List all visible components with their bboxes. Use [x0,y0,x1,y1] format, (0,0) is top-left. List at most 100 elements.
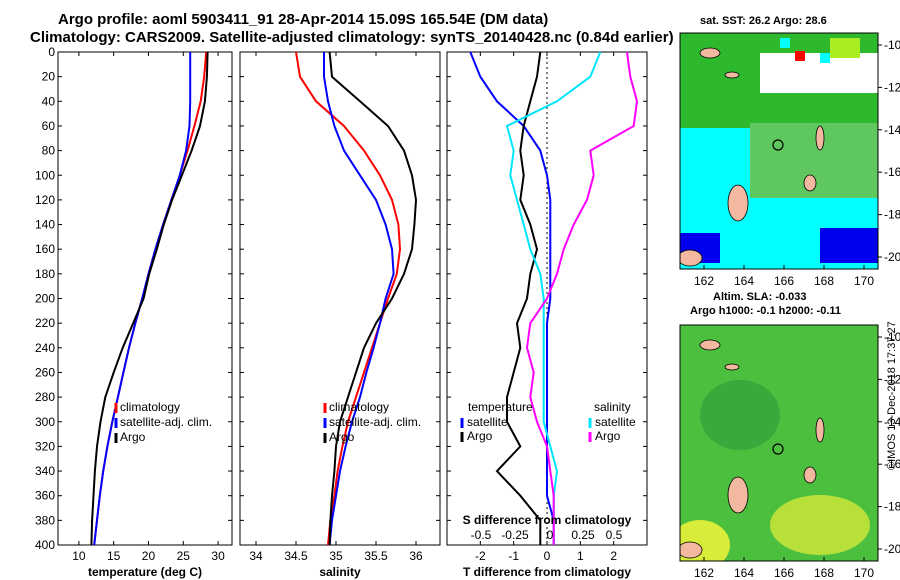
sst-missing-patch [760,53,878,93]
sla-map-caption-2: Argo h1000: -0.1 h2000: -0.11 [690,305,842,317]
island [727,476,749,514]
map-ytick-label: -14 [884,415,900,429]
ytick-label: 400 [35,538,55,552]
island [680,541,703,559]
map-xtick-label: 164 [734,274,754,288]
legend-title-salinity: salinity [594,400,631,414]
map-xtick-label: 168 [814,566,834,580]
legend-label: Argo [595,429,621,443]
argo-position-marker [772,443,784,455]
legend-label: climatology [329,400,389,414]
ytick-label: 0 [48,45,55,59]
series-line-difference [495,51,542,545]
ytick-label: 40 [42,94,56,108]
series-line-temperature [90,51,209,546]
sst-map-caption: sat. SST: 26.2 Argo: 28.6 [700,15,827,27]
xtick-label-temperature: 30 [211,549,225,563]
island [727,184,749,222]
map-xtick-label: 162 [694,274,714,288]
ytick-label: 240 [35,341,55,355]
xtick-label-difference: -2 [475,549,486,563]
legend-label: satellite-adj. clim. [120,415,212,429]
map-ytick-label: -18 [884,500,900,514]
legend-label: satellite [595,415,636,429]
island [815,125,825,151]
ytick-label: 340 [35,464,55,478]
series-line-salinity [328,51,418,546]
ytick-label: 320 [35,439,55,453]
sst-cell [780,38,790,48]
xtick-label-temperature: 15 [107,549,121,563]
map-xtick-label: 168 [814,274,834,288]
xtick-label-salinity: 35.5 [364,549,388,563]
legend-title-temperature: temperature [468,400,533,414]
map-xtick-label: 166 [774,566,794,580]
argo-position-marker [772,139,784,151]
xlabel-temperature: temperature (deg C) [88,565,202,579]
xtick-label-difference: -1 [508,549,519,563]
map-ytick-label: -20 [884,250,900,264]
island [803,466,817,484]
island [724,363,740,371]
map-ytick-label: -20 [884,542,900,556]
ytick-label: 280 [35,390,55,404]
map-xtick-label: 162 [694,566,714,580]
xtick-label-difference: 2 [610,549,617,563]
ytick-label: 60 [42,119,56,133]
chart-title-line-1: Argo profile: aoml 5903411_91 28-Apr-201… [58,11,549,28]
island [724,71,740,79]
legend-label: Argo [329,430,355,444]
map-ytick-label: -10 [884,38,900,52]
xtick-label-difference: 1 [577,549,584,563]
map-ytick-label: -10 [884,330,900,344]
map-xtick-label: 170 [854,566,874,580]
legend-label: climatology [120,400,180,414]
sla-map-caption-1: Altim. SLA: -0.033 [713,291,807,303]
ytick-label: 140 [35,218,55,232]
ytick-label: 220 [35,316,55,330]
xtick-label-temperature: 10 [72,549,86,563]
map-ytick-label: -16 [884,457,900,471]
sla-high-region [770,495,870,555]
xtick-label-difference: 0 [544,549,551,563]
ytick-label: 180 [35,267,55,281]
ytick-label: 300 [35,415,55,429]
map-ytick-label: -12 [884,80,900,94]
xtick-label-salinity: 36 [409,549,423,563]
series-line-difference [525,51,639,545]
xtick-label-temperature: 20 [142,549,156,563]
ytick-label: 20 [42,70,56,84]
plot-frame-temperature [57,51,233,546]
imos-credit: ©IMOS 13-Dec-2018 17:37:27 [886,321,898,470]
xtick-top-label: 0.5 [606,528,623,542]
xlabel-salinity: salinity [319,565,361,579]
series-line-difference [469,51,555,545]
xtick-top-label: -0.5 [471,528,492,542]
series-line-difference [505,51,602,545]
sst-cell [820,53,830,63]
legend-label: satellite [467,415,508,429]
ytick-label: 380 [35,513,55,527]
sla-map [679,324,882,562]
xtick-label-temperature: 25 [177,549,191,563]
xtick-label-salinity: 35 [329,549,343,563]
island [699,47,721,59]
sla-low-region [700,380,780,450]
sst-map-field [680,33,878,269]
ytick-label: 160 [35,242,55,256]
xtick-label-salinity: 34 [249,549,263,563]
map-ytick-label: -16 [884,165,900,179]
island [699,339,721,351]
xtick-label-salinity: 34.5 [284,549,308,563]
sla-map-frame [679,324,879,562]
map-xtick-label: 170 [854,274,874,288]
ytick-label: 260 [35,365,55,379]
sla-map-field [680,325,878,561]
xtick-top-label: 0.25 [571,528,595,542]
map-ytick-label: -14 [884,123,900,137]
sst-warm-patch [830,38,860,58]
sst-map [679,32,882,270]
ytick-label: 80 [42,144,56,158]
series-line-salinity [323,52,395,546]
ytick-label: 200 [35,292,55,306]
